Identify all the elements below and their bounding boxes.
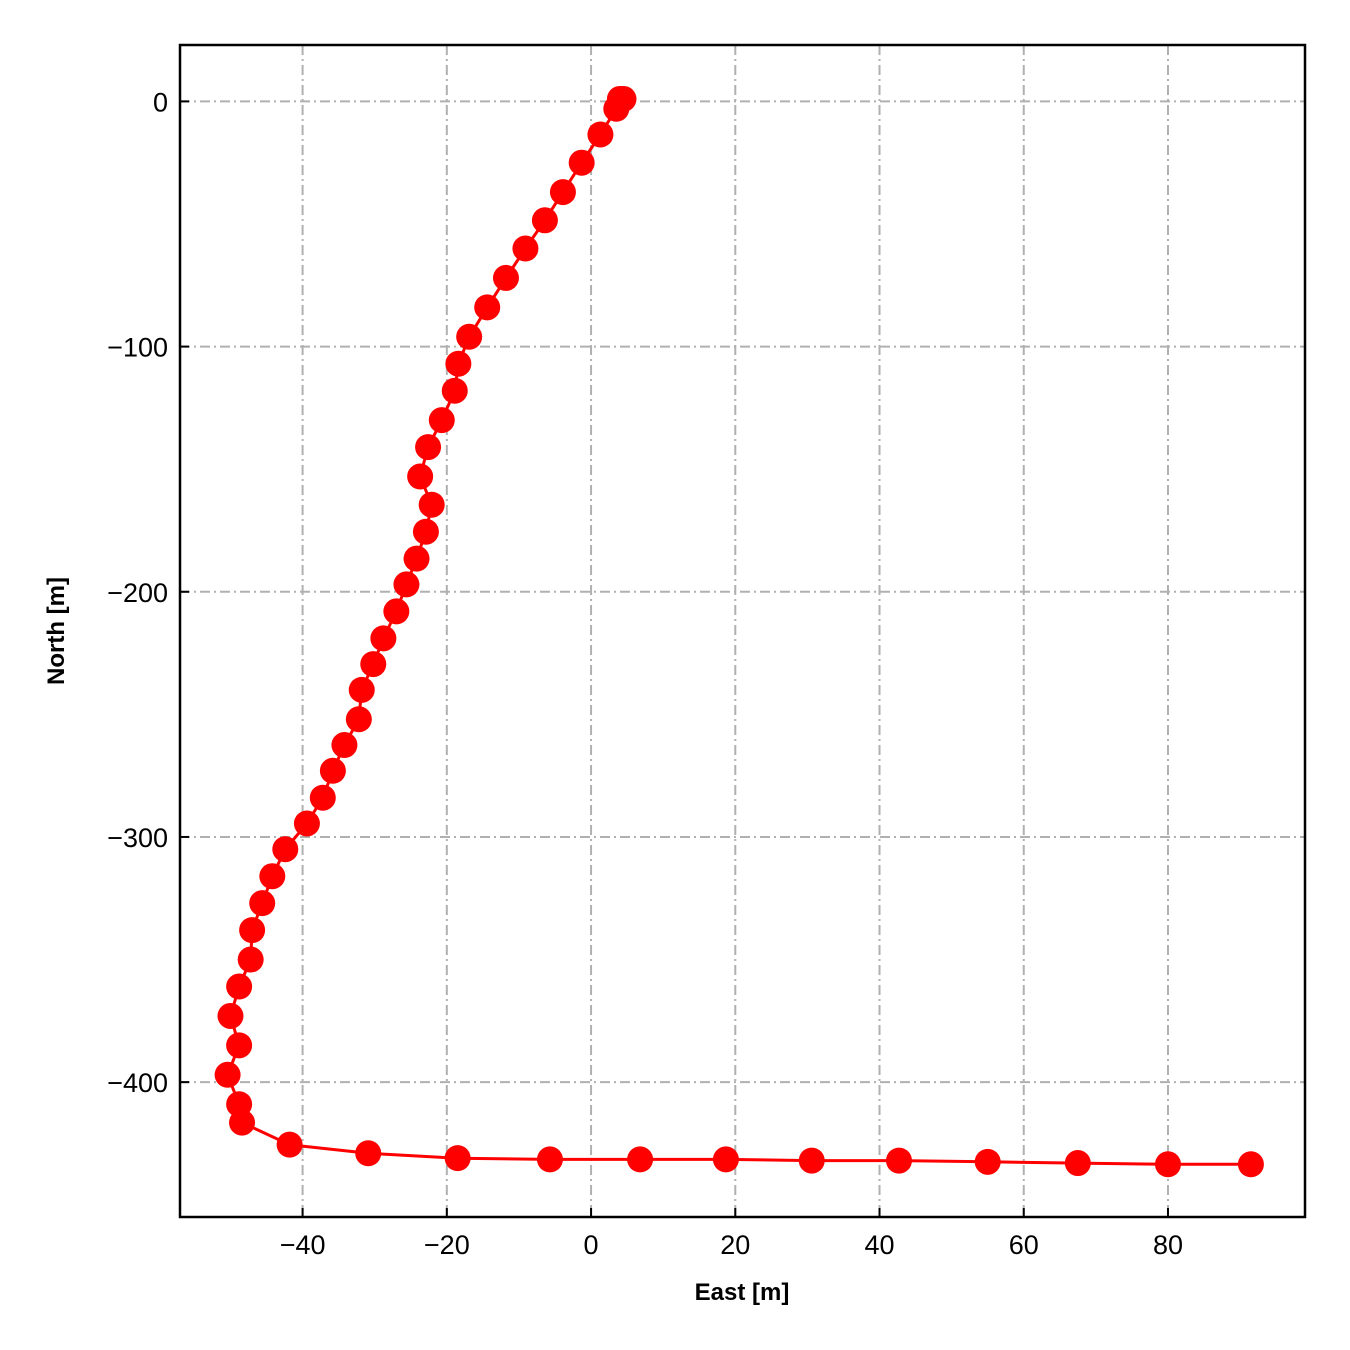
data-point (712, 1146, 739, 1173)
x-tick-label: 40 (864, 1230, 894, 1260)
data-point (309, 784, 336, 811)
data-point (568, 149, 595, 176)
data-point (627, 1146, 654, 1173)
data-point (474, 294, 501, 321)
data-point (355, 1140, 382, 1167)
grid (180, 45, 1305, 1217)
data-point (393, 571, 420, 598)
series-layer (214, 85, 1264, 1178)
data-point (259, 863, 286, 890)
data-point (1154, 1151, 1181, 1178)
series-line (226, 97, 1251, 1166)
x-axis-label: East [m] (695, 1279, 790, 1306)
data-point (217, 1002, 244, 1029)
y-tick-label: −300 (107, 823, 168, 853)
data-point (1237, 1151, 1264, 1178)
x-tick-label: 20 (720, 1230, 750, 1260)
data-point (214, 1061, 241, 1088)
data-point (237, 946, 264, 973)
data-point (360, 651, 387, 678)
x-tick-label: 0 (584, 1230, 599, 1260)
data-point (798, 1147, 825, 1174)
ticks: −40 −20 0 20 40 60 800−100−200−300−400 (107, 87, 1183, 1260)
data-point (885, 1147, 912, 1174)
y-tick-label: 0 (153, 87, 168, 117)
y-tick-label: −400 (107, 1068, 168, 1098)
data-point (226, 973, 253, 1000)
y-tick-label: −200 (107, 578, 168, 608)
data-point (383, 598, 410, 625)
data-point (974, 1148, 1001, 1175)
x-tick-label: 80 (1153, 1230, 1183, 1260)
data-point (549, 179, 576, 206)
data-point (331, 732, 358, 759)
data-point (407, 463, 434, 490)
x-tick-label: −40 (280, 1230, 326, 1260)
data-point (272, 836, 299, 863)
data-point (536, 1146, 563, 1173)
data-point (249, 890, 276, 917)
data-point (441, 377, 468, 404)
data-point (226, 1032, 253, 1059)
data-point (319, 757, 346, 784)
data-point (293, 810, 320, 837)
data-point (456, 323, 483, 350)
data-point (445, 350, 472, 377)
data-point (276, 1131, 303, 1158)
data-point (1064, 1150, 1091, 1177)
data-point (428, 407, 455, 434)
data-point (403, 545, 430, 572)
data-point (603, 95, 630, 122)
data-point (370, 625, 397, 652)
data-point (345, 706, 372, 733)
data-point (412, 518, 439, 545)
data-point (444, 1145, 471, 1172)
x-tick-label: −20 (424, 1230, 470, 1260)
data-point (492, 264, 519, 291)
plot-frame (178, 43, 1307, 1219)
data-point (348, 676, 375, 703)
data-point (415, 434, 442, 461)
data-point (229, 1109, 256, 1136)
y-tick-label: −100 (107, 333, 168, 363)
data-point (418, 491, 445, 518)
data-point (531, 207, 558, 234)
data-point (239, 917, 266, 944)
data-point (587, 121, 614, 148)
y-axis-label: North [m] (43, 577, 70, 685)
data-point (512, 235, 539, 262)
x-tick-label: 60 (1009, 1230, 1039, 1260)
